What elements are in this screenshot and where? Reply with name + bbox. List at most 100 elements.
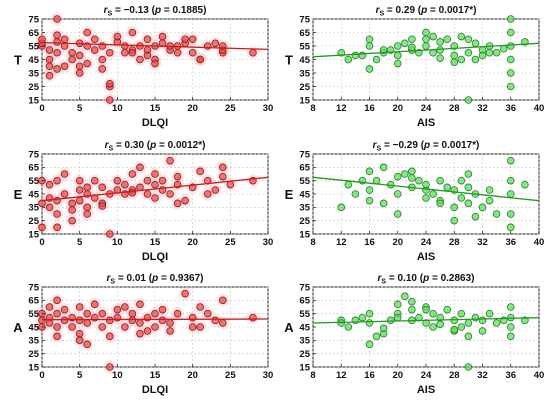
data-point	[151, 170, 159, 178]
data-point	[75, 186, 84, 194]
data-point	[75, 329, 84, 338]
chart-title: rS = 0.01 (p = 0.9367)	[107, 273, 204, 286]
data-point	[38, 35, 46, 44]
y-tick-label: 45	[28, 322, 39, 333]
data-point	[506, 223, 515, 232]
data-point	[226, 180, 235, 189]
data-point	[106, 48, 114, 57]
data-point	[344, 55, 353, 64]
data-point	[188, 48, 197, 57]
data-point	[408, 305, 416, 314]
data-point	[422, 28, 430, 37]
data-point	[365, 186, 374, 194]
data-point	[506, 15, 515, 23]
scatter-panel-1: 8 12 16 20 24 28 32 36 40 15 25 35 45 55 65 75 AIS TrS = …	[285, 5, 544, 129]
y-tick-label: 55	[299, 309, 310, 320]
data-point	[75, 196, 84, 205]
data-point	[506, 28, 515, 37]
data-point	[45, 203, 54, 212]
data-point	[344, 323, 353, 331]
data-point	[45, 319, 54, 327]
data-point	[401, 170, 409, 178]
data-point	[90, 35, 99, 44]
data-point	[60, 190, 69, 198]
x-tick-label: 32	[477, 370, 488, 381]
data-point	[478, 203, 487, 212]
x-tick-label: 0	[39, 103, 44, 114]
x-tick-label: 20	[392, 237, 403, 248]
data-point	[422, 35, 430, 44]
data-point	[351, 190, 360, 198]
data-point	[471, 313, 480, 322]
x-tick-label: 24	[421, 370, 432, 381]
data-point	[506, 332, 515, 341]
data-point	[386, 316, 395, 325]
data-point	[151, 323, 159, 331]
data-point	[457, 309, 466, 318]
x-axis-label: AIS	[417, 117, 435, 129]
x-tick-label: 15	[150, 103, 161, 114]
scatter-panel-4: 0 5 10 15 20 25 30 15 25 35 45 55 65 75 DLQI ArS = 0.01…	[13, 273, 273, 396]
scatter-panel-3: 8 12 16 20 24 28 32 36 40 15 25 35 45 55 65 75 AIS ErS = …	[285, 140, 545, 263]
data-point	[408, 297, 416, 306]
data-point	[128, 28, 137, 37]
data-point	[351, 51, 360, 60]
data-point	[143, 35, 152, 44]
data-point	[219, 319, 227, 327]
x-tick-label: 28	[449, 103, 460, 114]
y-tick-label: 75	[28, 282, 39, 293]
scatter-panel-0: 0 5 10 15 20 25 30 15 25 35 45 55 65 75 DLQI TrS = −0.1…	[14, 5, 273, 129]
data-point	[38, 316, 46, 325]
data-point	[464, 332, 473, 341]
y-tick-label: 35	[299, 68, 310, 79]
data-point	[106, 96, 114, 104]
data-point	[203, 309, 212, 318]
data-point	[393, 172, 402, 181]
data-point	[121, 42, 129, 50]
data-point	[249, 313, 257, 322]
data-point	[128, 188, 137, 197]
data-point	[121, 303, 129, 311]
x-tick-label: 10	[112, 237, 123, 248]
data-point	[83, 183, 91, 192]
data-point	[478, 316, 487, 325]
data-point	[365, 167, 374, 176]
y-tick-label: 65	[299, 28, 310, 39]
y-tick-label: 55	[28, 309, 39, 320]
data-point	[166, 327, 174, 335]
data-point	[393, 59, 402, 68]
y-axis-label: T	[285, 53, 293, 68]
y-tick-label: 75	[28, 14, 39, 25]
x-tick-label: 15	[150, 237, 161, 248]
data-point	[53, 210, 61, 218]
data-point	[422, 194, 430, 202]
y-tick-label: 75	[299, 14, 310, 25]
x-tick-label: 10	[112, 103, 123, 114]
data-point	[422, 42, 430, 50]
chart-title: rS = 0.29 (p = 0.0017*)	[376, 5, 477, 18]
data-point	[158, 305, 167, 314]
data-point	[521, 180, 529, 189]
data-point	[443, 305, 451, 314]
data-point	[173, 309, 182, 318]
y-tick-label: 45	[28, 55, 39, 66]
y-tick-label: 25	[28, 82, 39, 93]
data-point	[506, 210, 515, 218]
data-point	[158, 316, 167, 325]
data-point	[60, 170, 69, 178]
y-tick-label: 65	[28, 28, 39, 39]
data-point	[457, 176, 466, 185]
data-point	[60, 62, 69, 71]
data-point	[506, 323, 515, 331]
data-point	[75, 69, 84, 77]
data-point	[415, 176, 423, 185]
x-tick-label: 15	[150, 370, 161, 381]
x-tick-label: 30	[263, 103, 274, 114]
y-axis-label: E	[285, 187, 294, 202]
data-point	[143, 327, 152, 335]
y-axis-label: T	[14, 53, 22, 68]
data-point	[128, 316, 137, 325]
data-point	[166, 156, 174, 165]
data-point	[429, 323, 437, 331]
data-point	[436, 176, 444, 185]
